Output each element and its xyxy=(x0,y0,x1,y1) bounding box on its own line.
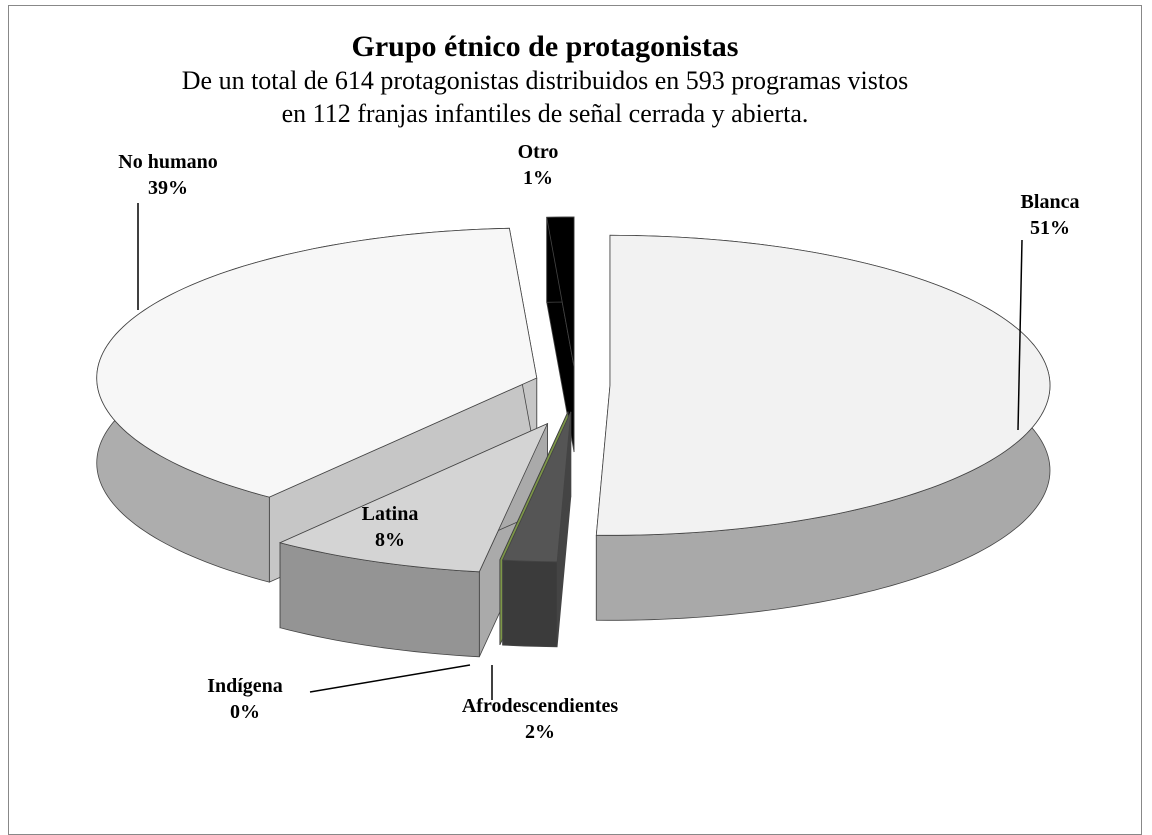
chart-subtitle: en 112 franjas infantiles de señal cerra… xyxy=(281,99,809,128)
slice-label: Latina xyxy=(362,503,419,525)
chart-header: Grupo étnico de protagonistas De un tota… xyxy=(0,30,1090,130)
slice-value-label: 2% xyxy=(525,721,555,743)
page: Blanca 51% Afrodescendientes 2% Indígena 0% La… xyxy=(0,5,1142,835)
slice-value-label: 8% xyxy=(375,529,405,551)
leader-line xyxy=(309,664,471,693)
slice-label: Otro xyxy=(518,141,559,163)
slice-label: Afrodescendientes xyxy=(462,695,618,717)
slice xyxy=(502,411,572,563)
slice-label: Blanca xyxy=(1021,191,1080,213)
chart-subtitle: De un total de 614 protagonistas distrib… xyxy=(181,66,909,95)
slice-label: Indígena xyxy=(207,675,283,697)
slice-value-label: 1% xyxy=(523,167,553,189)
leader-line xyxy=(1017,239,1023,431)
slice xyxy=(96,227,538,498)
slice xyxy=(595,234,1051,536)
slice xyxy=(546,216,575,368)
slice-value-label: 0% xyxy=(230,701,260,723)
slice-value-label: 51% xyxy=(1030,217,1070,239)
chart: Blanca 51% Afrodescendientes 2% Indígena 0% La… xyxy=(96,141,1080,743)
slice-label: No humano xyxy=(118,151,217,173)
slice-side xyxy=(502,559,558,648)
chart-title: Grupo étnico de protagonistas xyxy=(351,30,739,63)
slice xyxy=(278,422,549,573)
slice-value-label: 39% xyxy=(148,177,188,199)
